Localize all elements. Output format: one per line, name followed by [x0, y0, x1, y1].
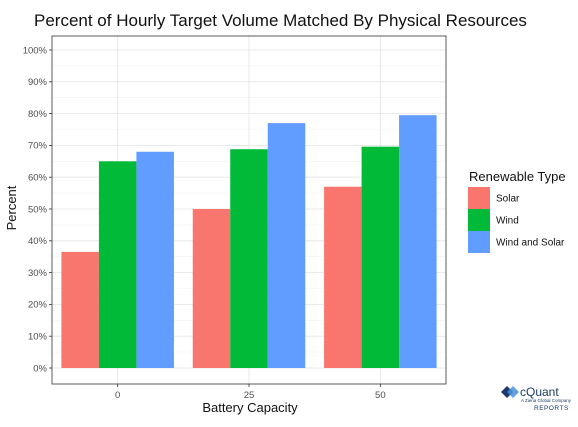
logo-wordmark: cQuant	[520, 385, 559, 399]
x-tick-label: 0	[115, 390, 120, 401]
x-axis-title: Battery Capacity	[202, 400, 298, 415]
y-tick-label: 60%	[28, 173, 48, 184]
chart-title: Percent of Hourly Target Volume Matched …	[34, 11, 527, 30]
bar-solar-50	[324, 186, 362, 368]
y-tick-label: 20%	[28, 300, 48, 311]
bar-wind-and-solar-50	[399, 115, 437, 368]
y-tick-label: 80%	[28, 109, 48, 120]
y-tick-label: 100%	[23, 45, 48, 56]
bar-solar-25	[192, 209, 231, 368]
bar-wind-and-solar-25	[267, 123, 306, 368]
y-axis: 0% 10% 20% 30% 40% 50% 60% 70% 80% 90% 100%	[23, 45, 52, 374]
y-tick-label: 50%	[28, 204, 48, 215]
x-tick-label: 25	[244, 390, 255, 401]
x-axis: 0 25 50	[115, 384, 386, 401]
y-tick-label: 10%	[28, 332, 48, 343]
y-tick-label: 70%	[28, 141, 48, 152]
legend-label: Wind and Solar	[496, 238, 565, 249]
x-tick-label: 50	[375, 390, 386, 401]
bar-wind-50	[361, 146, 400, 368]
legend-swatch-wind-and-solar	[468, 231, 490, 253]
y-tick-label: 40%	[28, 236, 48, 247]
bar-wind-and-solar-0	[136, 151, 174, 368]
legend-swatch-wind	[468, 209, 490, 231]
logo-reports: REPORTS	[534, 405, 569, 412]
y-tick-label: 30%	[28, 268, 48, 279]
legend-swatch-solar	[468, 187, 490, 209]
bar-solar-0	[61, 251, 99, 368]
y-tick-label: 90%	[28, 77, 48, 88]
bars	[61, 115, 437, 368]
y-axis-title: Percent	[4, 185, 19, 230]
cquant-logo-icon	[501, 386, 519, 398]
cquant-logo: cQuant A Ziena Global Company REPORTS	[501, 385, 572, 412]
legend: Renewable Type Solar Wind Wind and Solar	[468, 169, 566, 253]
legend-label: Wind	[496, 216, 519, 227]
legend-title: Renewable Type	[469, 169, 566, 184]
bar-wind-0	[98, 161, 137, 368]
y-tick-label: 0%	[33, 363, 47, 374]
logo-tagline: A Ziena Global Company	[521, 398, 572, 403]
bar-wind-25	[230, 149, 268, 368]
legend-label: Solar	[496, 194, 520, 205]
